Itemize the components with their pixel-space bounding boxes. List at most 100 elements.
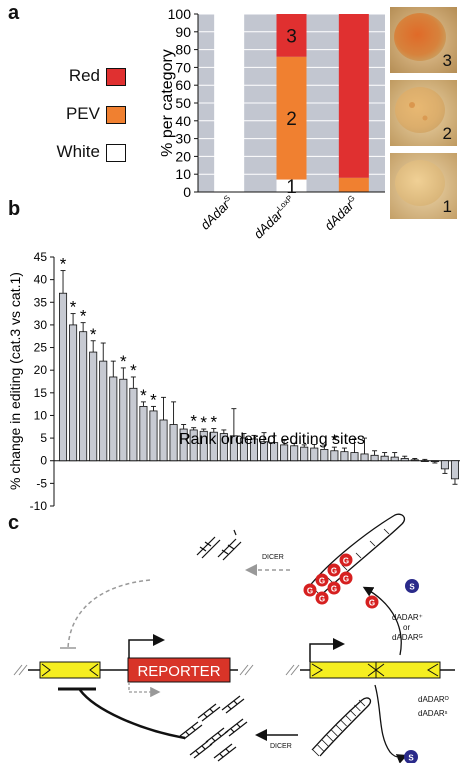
hairpin-rung (331, 729, 338, 737)
g-bead-1: G (307, 587, 313, 596)
sirna-rung (219, 753, 224, 758)
s-label-top: S (409, 583, 415, 592)
bar-4 (99, 360, 108, 462)
bar-6 (119, 378, 128, 462)
sirna-rung (225, 748, 230, 753)
sirna-strand (225, 698, 245, 714)
y-tick-label: 45 (34, 250, 48, 264)
eye-photo-3: 3 (390, 7, 457, 73)
enzyme-plus-label: dADAR⁺ (392, 613, 423, 622)
y-tick-label: 20 (34, 363, 48, 377)
x-axis-label: Rank ordered editing sites (179, 431, 365, 448)
sirna-rung (227, 705, 232, 710)
hairpin-rung (354, 704, 361, 712)
sirna-strand (197, 703, 217, 719)
y-tick-label: 0 (40, 454, 47, 468)
sirna-strand (209, 730, 229, 746)
stacked-bar-pev-1 (276, 56, 307, 180)
y-tick-label: 5 (40, 431, 47, 445)
g-bead-7: G (343, 575, 349, 584)
inosine-beads: G G G G G G G (303, 553, 353, 605)
no-editing-arrow (374, 684, 408, 763)
bar-2 (79, 331, 88, 462)
bar-1 (69, 324, 78, 462)
bar-38 (440, 460, 449, 470)
silencing-arc (79, 689, 186, 740)
sirna-strand (183, 724, 203, 740)
enzyme-s-label: dADARˢ (418, 709, 448, 718)
s-bead-bottom (404, 750, 418, 763)
y-tick-label: 70 (175, 59, 191, 75)
hairpin-rung (335, 724, 343, 732)
bar-24 (300, 446, 309, 462)
significance-marker-13: * (190, 412, 197, 431)
panel-letter-c: c (8, 512, 20, 534)
bar-28 (340, 451, 349, 462)
g-bead-3: G (331, 567, 337, 576)
bar-27 (330, 450, 339, 462)
eye-photo-2: 2 (390, 80, 457, 146)
bar-29 (350, 452, 359, 462)
significance-marker-2: * (80, 307, 87, 326)
y-tick-label: 90 (175, 24, 191, 40)
y-tick-label: 10 (34, 408, 48, 422)
y-tick-label: 10 (175, 166, 191, 182)
sirna-strand (205, 727, 225, 743)
sirna-rung (236, 723, 241, 728)
y-axis-label: % per category (159, 49, 176, 157)
panel-letter-a: a (8, 2, 20, 24)
bar-39 (450, 460, 459, 480)
hairpin-rung (358, 699, 366, 707)
sirna-bottom (179, 695, 248, 762)
y-tick-label: -5 (36, 476, 47, 490)
enzyme-or-label: or (403, 623, 410, 632)
panel-letter-b: b (8, 198, 21, 220)
legend-swatch-pev (106, 106, 126, 124)
dicer-top-label: DICER (262, 554, 284, 561)
sirna-strand (201, 706, 221, 722)
sirna-top (196, 529, 242, 561)
significance-marker-1: * (70, 298, 77, 317)
sirna-rung (209, 708, 214, 713)
y-tick-label: 40 (175, 113, 191, 129)
s-bead-top (405, 579, 419, 593)
sirna-rung (201, 745, 206, 750)
dicer-bottom-label: DICER (270, 743, 292, 750)
sirna-rung (230, 728, 235, 733)
bar-7 (129, 387, 138, 462)
bar-9 (149, 410, 158, 462)
segment-label-2: 2 (286, 109, 297, 130)
y-tick-label: 50 (175, 95, 191, 111)
bar-31 (370, 454, 379, 462)
y-tick-label: 30 (175, 131, 191, 147)
bar-33 (390, 456, 399, 462)
sirna-rung (195, 750, 200, 755)
significance-marker-14: * (200, 413, 207, 432)
sirna-strand (179, 721, 199, 737)
reporter-construct: REPORTER (13, 634, 254, 698)
stacked-bar-white-1 (276, 179, 307, 192)
sirna-strand (228, 721, 248, 737)
significance-marker-6: * (120, 352, 127, 371)
bar-5 (109, 376, 118, 462)
g-bead-2: G (319, 577, 325, 586)
pathway-diagram: DICER G G G G G G G G S dADAR⁺ or dADARᴳ… (13, 513, 455, 763)
bar-11 (169, 424, 178, 462)
g-bead-5: G (319, 595, 325, 604)
y-tick-label: 30 (34, 318, 48, 332)
eye-label-2: 2 (442, 124, 452, 143)
segment-label-1: 1 (286, 177, 297, 198)
bar-32 (380, 455, 389, 462)
stacked-bar-pev-2 (338, 177, 369, 192)
s-label-bottom: S (408, 754, 414, 763)
significance-marker-7: * (130, 361, 137, 380)
eye-photo-1: 1 (390, 153, 457, 219)
sirna-strand (213, 743, 233, 759)
sirna-rung (217, 732, 222, 737)
sirna-rung (233, 700, 238, 705)
bar-23 (290, 445, 299, 462)
bar-36 (420, 460, 429, 462)
sirna-rung (211, 737, 216, 742)
hairpin-rung (312, 749, 320, 757)
